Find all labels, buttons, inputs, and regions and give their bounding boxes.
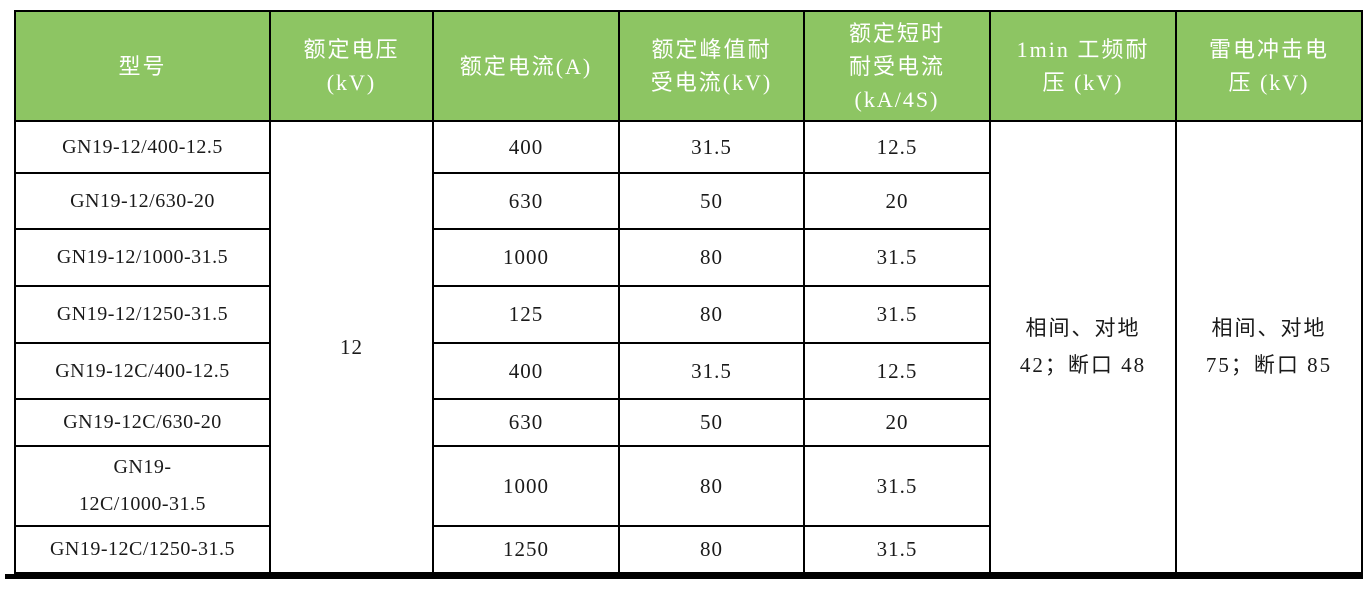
- rated-voltage-merged-cell: 12: [269, 120, 434, 574]
- peak-withstand-cell: 80: [618, 228, 805, 287]
- peak-withstand-cell: 80: [618, 285, 805, 344]
- specs-table: 型号 额定电压 (kV) 额定电流(A) 额定峰值耐 受电流(kV) 额定短时 …: [14, 10, 1363, 574]
- table-row: GN19-12/630-20 630 50 20: [14, 172, 1362, 230]
- table-row: GN19-12/400-12.5 12 400 31.5 12.5 相间、对地 …: [14, 120, 1363, 574]
- short-time-cell: 20: [803, 398, 991, 447]
- header-rated-voltage: 额定电压 (kV): [269, 10, 434, 122]
- short-time-cell: 31.5: [803, 445, 991, 527]
- model-cell: GN19-12C/400-12.5: [14, 342, 271, 400]
- rated-current-cell: 400: [432, 342, 620, 400]
- table-row: GN19-12C/1250-31.5 1250 80 31.5: [14, 525, 1362, 574]
- model-cell: GN19-12/1250-31.5: [14, 285, 271, 344]
- model-cell: GN19-12/1000-31.5: [14, 228, 271, 287]
- peak-withstand-cell: 80: [618, 445, 805, 527]
- header-peak-withstand-current: 额定峰值耐 受电流(kV): [618, 10, 805, 122]
- rated-current-cell: 1000: [432, 445, 620, 527]
- short-time-cell: 31.5: [803, 525, 991, 574]
- peak-withstand-cell: 50: [618, 398, 805, 447]
- rated-current-cell: 1250: [432, 525, 620, 574]
- peak-withstand-cell: 50: [618, 172, 805, 230]
- table-row: GN19-12C/400-12.5 400 31.5 12.5: [14, 342, 1362, 400]
- model-cell: GN19-12/630-20: [14, 172, 271, 230]
- rated-current-cell: 630: [432, 172, 620, 230]
- short-time-cell: 12.5: [803, 342, 991, 400]
- rated-current-cell: 1000: [432, 228, 620, 287]
- bottom-rule: [5, 574, 1363, 579]
- short-time-cell: 12.5: [803, 120, 991, 174]
- model-cell: GN19-12C/630-20: [14, 398, 271, 447]
- peak-withstand-cell: 31.5: [618, 342, 805, 400]
- header-rated-current: 额定电流(A): [432, 10, 620, 122]
- short-time-cell: 31.5: [803, 228, 991, 287]
- header-power-frequency-voltage: 1min 工频耐 压 (kV): [989, 10, 1177, 122]
- header-short-time-current: 额定短时 耐受电流 (kA/4S): [803, 10, 991, 122]
- lightning-impulse-merged-cell: 相间、对地 75；断口 85: [1175, 120, 1363, 574]
- power-frequency-merged-cell: 相间、对地 42；断口 48: [989, 120, 1177, 574]
- peak-withstand-cell: 31.5: [618, 120, 805, 174]
- table-row: GN19-12/1000-31.5 1000 80 31.5: [14, 228, 1362, 287]
- short-time-cell: 31.5: [803, 285, 991, 344]
- short-time-cell: 20: [803, 172, 991, 230]
- model-cell: GN19-12/400-12.5: [14, 120, 271, 174]
- rated-current-cell: 125: [432, 285, 620, 344]
- header-lightning-impulse-voltage: 雷电冲击电 压 (kV): [1175, 10, 1363, 122]
- table-row: GN19- 12C/1000-31.5 1000 80 31.5: [14, 445, 1362, 527]
- table-row: GN19-12C/630-20 630 50 20: [14, 398, 1362, 447]
- model-cell: GN19- 12C/1000-31.5: [14, 445, 271, 527]
- rated-current-cell: 400: [432, 120, 620, 174]
- header-model: 型号: [14, 10, 271, 122]
- header-row: 型号 额定电压 (kV) 额定电流(A) 额定峰值耐 受电流(kV) 额定短时 …: [14, 10, 1363, 122]
- rated-current-cell: 630: [432, 398, 620, 447]
- table-row: GN19-12/1250-31.5 125 80 31.5: [14, 285, 1362, 344]
- model-cell: GN19-12C/1250-31.5: [14, 525, 271, 574]
- peak-withstand-cell: 80: [618, 525, 805, 574]
